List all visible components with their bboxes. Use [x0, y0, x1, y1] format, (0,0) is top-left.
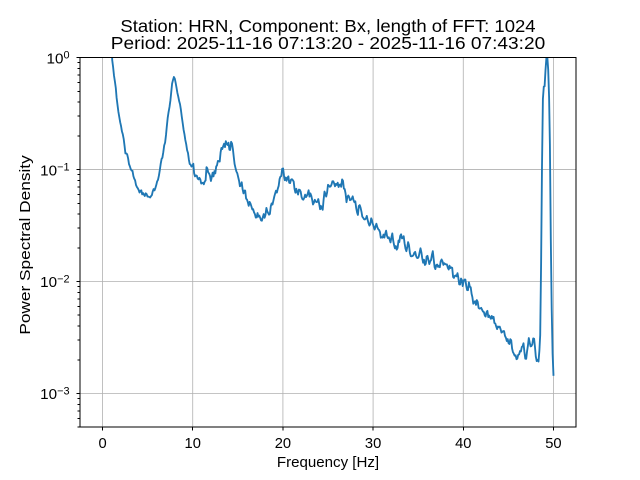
- svg-text:Period: 2025-11-16 07:13:20 -: Period: 2025-11-16 07:13:20 - 2025-11-16…: [111, 33, 545, 53]
- svg-text:Power Spectral Density: Power Spectral Density: [18, 155, 34, 335]
- svg-text:40: 40: [455, 436, 471, 452]
- svg-text:10: 10: [185, 436, 201, 452]
- svg-text:30: 30: [365, 436, 381, 452]
- svg-text:Station: HRN, Component: Bx, l: Station: HRN, Component: Bx, length of F…: [120, 16, 535, 36]
- svg-text:20: 20: [275, 436, 291, 452]
- svg-text:50: 50: [545, 436, 561, 452]
- svg-text:0: 0: [98, 436, 106, 452]
- svg-text:Frequency [Hz]: Frequency [Hz]: [277, 455, 379, 471]
